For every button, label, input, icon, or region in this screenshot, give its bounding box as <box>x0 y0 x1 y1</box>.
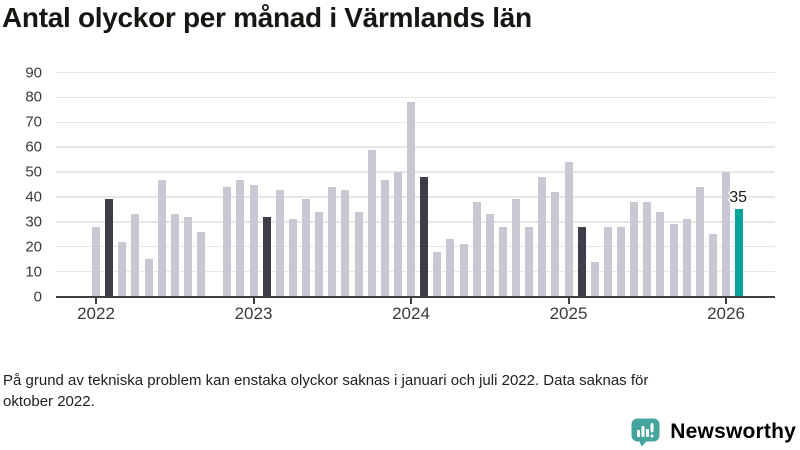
x-axis-tick-label: 2022 <box>77 304 115 323</box>
y-axis-tick-label: 80 <box>25 88 42 106</box>
bar-2022-06 <box>157 179 166 297</box>
bar-2022-04 <box>131 214 140 297</box>
bar-2023-01 <box>249 184 258 297</box>
bar-2022-12 <box>236 179 245 297</box>
bar-2025-03 <box>590 261 599 297</box>
bar-2025-07 <box>643 201 652 297</box>
bar-2024-10 <box>525 226 534 297</box>
x-axis-tick-2026 <box>725 298 727 304</box>
data-label-latest-value: 35 <box>729 189 748 207</box>
y-axis-tick-label: 40 <box>25 188 42 206</box>
bar-2022-03 <box>118 241 127 297</box>
bar-2022-08 <box>183 216 192 297</box>
gridline-y-20 <box>56 245 775 248</box>
bar-2023-09 <box>354 211 363 297</box>
x-axis-tick-2023 <box>252 298 255 304</box>
bar-2024-08 <box>498 226 507 297</box>
y-axis-tick-label: 20 <box>25 238 42 256</box>
bar-2023-11 <box>380 179 389 297</box>
x-axis-tick-label: 2025 <box>549 304 588 323</box>
bar-2025-12 <box>708 234 717 297</box>
newsworthy-logo: Newsworthy <box>630 417 796 447</box>
y-axis-tick-label: 70 <box>25 113 42 131</box>
bar-2022-05 <box>144 259 153 297</box>
bar-2022-07 <box>170 214 179 297</box>
bar-2023-12 <box>393 172 402 297</box>
bar-2025-08 <box>656 211 665 297</box>
bar-2022-01 <box>92 226 100 297</box>
gridline-y-10 <box>56 270 775 273</box>
bar-2024-05 <box>459 244 468 297</box>
bar-2023-05 <box>302 199 310 297</box>
bar-2023-08 <box>341 189 350 297</box>
bar-2025-02 <box>577 226 586 297</box>
bar-2024-11 <box>538 177 547 297</box>
bar-2024-07 <box>485 214 494 297</box>
bar-2023-03 <box>275 189 284 297</box>
bar-2022-11 <box>223 187 232 297</box>
gridline-y-50 <box>56 171 775 173</box>
y-axis-tick-label: 60 <box>25 138 42 156</box>
y-axis-tick-label: 50 <box>25 163 42 181</box>
y-axis-tick-label: 10 <box>25 263 42 281</box>
bar-2025-01 <box>564 162 573 297</box>
bar-2024-12 <box>551 192 560 297</box>
bar-2025-09 <box>669 224 678 297</box>
bar-2025-04 <box>603 226 612 297</box>
bar-2026-01 <box>722 172 730 297</box>
bar-2024-03 <box>433 251 442 297</box>
newsworthy-wordmark: Newsworthy <box>670 420 796 443</box>
bar-2024-06 <box>472 201 481 297</box>
chart-title: Antal olyckor per månad i Värmlands län <box>2 2 532 33</box>
bar-2023-07 <box>328 187 337 297</box>
bar-2024-01 <box>407 102 415 297</box>
y-axis-tick-label: 0 <box>33 288 42 305</box>
x-axis-tick-2025 <box>567 298 570 304</box>
bar-2023-06 <box>315 211 324 297</box>
bar-2025-06 <box>630 201 639 297</box>
gridline-y-60 <box>56 146 775 148</box>
bar-2024-09 <box>512 199 520 297</box>
y-axis-tick-label: 30 <box>25 213 42 231</box>
x-axis-tick-label: 2023 <box>234 304 273 323</box>
x-axis-tick-label: 2024 <box>392 304 430 323</box>
bar-2024-02 <box>420 177 429 297</box>
gridline-y-90 <box>56 71 775 74</box>
bar-2023-02 <box>262 216 271 297</box>
bar-2023-10 <box>367 149 376 297</box>
bar-2022-09 <box>197 231 205 297</box>
x-axis-tick-2022 <box>95 298 97 304</box>
gridline-y-80 <box>56 96 775 99</box>
bar-2025-05 <box>617 226 625 297</box>
footnote-line-2: oktober 2022. <box>3 393 95 410</box>
bar-2025-11 <box>695 187 704 297</box>
gridline-y-40 <box>56 196 775 198</box>
gridline-y-30 <box>56 221 775 223</box>
bar-2026-02 <box>735 209 744 297</box>
gridline-y-70 <box>56 121 775 124</box>
y-axis-tick-label: 90 <box>25 64 42 82</box>
footnote-line-1: På grund av tekniska problem kan enstaka… <box>3 372 649 389</box>
bar-2025-10 <box>682 219 691 297</box>
bar-2024-04 <box>446 239 455 297</box>
x-axis-line <box>56 295 775 298</box>
x-axis-tick-2024 <box>410 298 412 304</box>
newsworthy-bubble-chart-icon <box>630 417 661 447</box>
bar-2022-02 <box>105 199 114 297</box>
x-axis-tick-label: 2026 <box>707 304 745 323</box>
bar-2023-04 <box>288 219 297 297</box>
